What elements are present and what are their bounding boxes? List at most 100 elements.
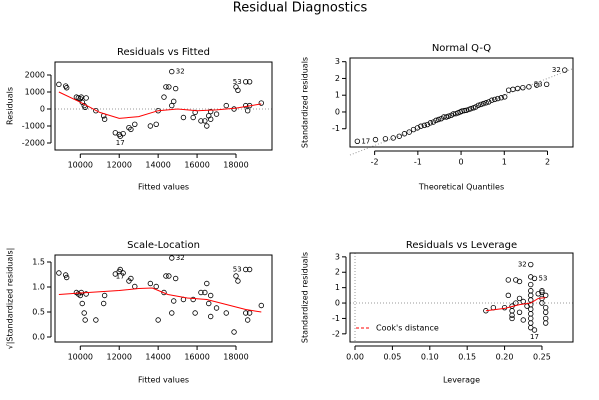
point — [528, 261, 534, 268]
legend-label: Cook's distance — [376, 324, 439, 333]
x-tick-label: 1 — [502, 158, 507, 167]
point — [243, 310, 249, 316]
point — [166, 273, 172, 279]
y-tick-label: 2 — [335, 74, 340, 83]
point — [163, 273, 169, 279]
x-axis-label: Theoretical Quantiles — [418, 183, 504, 192]
point — [516, 295, 523, 302]
point — [528, 281, 534, 288]
point — [492, 96, 498, 103]
point — [475, 102, 482, 108]
point — [246, 310, 253, 316]
y-tick-label: 1000 — [25, 88, 45, 97]
point — [163, 84, 169, 90]
panel: Residuals vs Leverage Leverage Standardize… — [301, 240, 574, 385]
point — [486, 99, 492, 105]
point — [489, 97, 495, 103]
point — [180, 114, 187, 121]
point — [520, 84, 526, 91]
point — [207, 108, 214, 115]
point — [100, 300, 107, 307]
point — [112, 271, 119, 277]
x-tick-label: 18000 — [223, 161, 248, 170]
x-tick-label: 18000 — [223, 353, 248, 362]
point — [56, 270, 62, 276]
y-tick-label: -1 — [332, 124, 340, 133]
point-label: 17 — [530, 333, 539, 341]
point — [543, 292, 549, 299]
y-tick-label: -1000 — [22, 121, 45, 130]
point — [198, 289, 204, 296]
point — [132, 121, 138, 127]
point — [418, 123, 424, 129]
x-tick-label: 0.20 — [496, 353, 514, 362]
y-axis-label: Residuals — [6, 87, 15, 125]
point — [427, 120, 434, 126]
point — [433, 117, 439, 124]
point — [171, 298, 177, 304]
point — [514, 85, 521, 92]
point — [461, 107, 467, 114]
smooth-line — [58, 287, 262, 313]
point — [207, 116, 214, 122]
panel: Residuals vs Fitted Fitted values Residual… — [6, 47, 273, 192]
panel-title: Residuals vs Fitted — [117, 47, 210, 58]
x-tick-label: 0.25 — [533, 353, 551, 362]
x-tick-label: 10000 — [68, 353, 93, 362]
y-tick-label: 2 — [335, 268, 340, 277]
x-tick-label: 12000 — [106, 353, 131, 362]
plot-frame — [54, 61, 273, 151]
point — [233, 273, 239, 279]
y-tick-label: 1 — [335, 91, 340, 100]
point — [83, 291, 89, 297]
point — [231, 329, 237, 335]
point — [153, 121, 159, 127]
y-tick-label: 3 — [335, 252, 340, 261]
y-axis-label: Standardized residuals — [301, 57, 310, 148]
x-tick-label: 16000 — [184, 161, 209, 170]
point-label: 17 — [361, 137, 370, 145]
smooth-line — [58, 91, 262, 119]
y-tick-label: -2000 — [22, 138, 45, 147]
point — [161, 94, 167, 100]
point — [63, 272, 69, 278]
point — [223, 102, 229, 109]
point — [505, 277, 512, 283]
point — [198, 118, 204, 124]
point-label: 53 — [534, 80, 543, 88]
point — [520, 317, 526, 323]
y-tick-label: 1.5 — [32, 258, 45, 267]
panel-title: Scale-Location — [127, 240, 200, 251]
point — [153, 283, 159, 290]
point — [531, 275, 538, 282]
point — [169, 310, 175, 316]
point-label: 53 — [538, 274, 547, 282]
point — [445, 113, 452, 119]
point — [531, 327, 538, 333]
point — [171, 98, 177, 105]
y-tick-label: 1.0 — [32, 283, 45, 292]
point — [424, 121, 431, 128]
point — [502, 94, 508, 100]
point — [382, 136, 389, 142]
point — [543, 81, 550, 88]
point — [169, 68, 175, 75]
point — [204, 280, 210, 287]
point — [258, 302, 264, 309]
point — [243, 102, 249, 109]
point — [101, 116, 108, 122]
x-axis-label: Leverage — [443, 376, 480, 385]
x-tick-label: 0.00 — [346, 353, 364, 362]
point — [120, 270, 126, 276]
point — [128, 275, 134, 282]
point — [401, 131, 408, 137]
point — [468, 105, 474, 112]
point — [562, 67, 568, 73]
panel: Scale-Location Fitted values √|Standardize… — [6, 240, 273, 385]
point — [204, 123, 210, 129]
y-tick-label: -2 — [332, 329, 340, 338]
point — [243, 79, 249, 85]
point — [169, 255, 175, 261]
